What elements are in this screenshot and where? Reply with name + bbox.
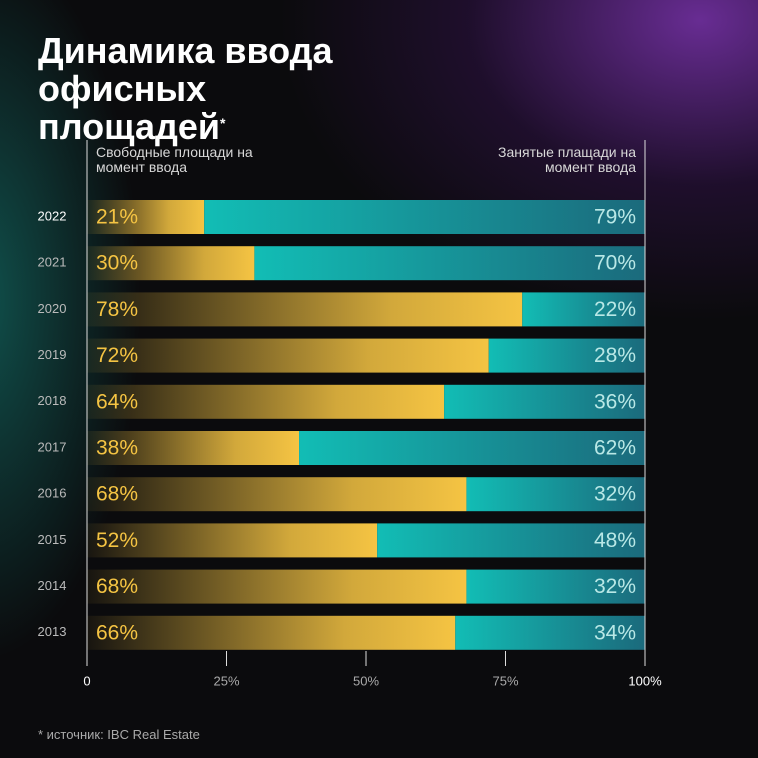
bar-segment (522, 292, 645, 327)
data-label: 48% (594, 529, 636, 552)
bar-segment (444, 384, 645, 419)
data-label: 72% (96, 344, 138, 367)
data-label: 66% (96, 621, 138, 644)
data-label: 22% (594, 298, 636, 321)
x-tick-label: 0 (83, 673, 90, 688)
data-label: 70% (594, 252, 636, 275)
bar-segment (87, 292, 523, 327)
x-tick-label: 100% (628, 673, 662, 688)
bar-segment (254, 246, 645, 281)
data-label: 68% (96, 483, 138, 506)
bar-segment (204, 200, 645, 234)
bar-segment (87, 569, 467, 604)
data-label: 21% (96, 206, 138, 229)
y-tick-label: 2017 (38, 439, 67, 454)
x-tick-label: 75% (492, 673, 518, 688)
data-label: 30% (96, 252, 138, 275)
bar-segment (87, 431, 300, 465)
bar-segment (377, 523, 645, 558)
bar-segment (87, 477, 467, 512)
bar-segment (87, 384, 445, 419)
title-mark: * (219, 115, 226, 131)
data-label: 32% (594, 483, 636, 506)
bar-segment (299, 431, 645, 465)
data-label: 78% (96, 298, 138, 321)
data-label: 52% (96, 529, 138, 552)
legend-entry: Свободные площади на момент ввода (96, 144, 253, 175)
data-label: 68% (96, 575, 138, 598)
y-tick-label: 2018 (38, 393, 67, 408)
y-tick-label: 2021 (38, 255, 67, 270)
legend-entry: Занятые плащади на момент ввода (498, 144, 636, 175)
bar-segment (455, 615, 645, 650)
bar-segment (87, 246, 255, 281)
bar-segment (87, 338, 489, 373)
data-label: 32% (594, 575, 636, 598)
y-tick-label: 2016 (38, 486, 67, 501)
title-text: Динамика ввода офисных площадей (38, 30, 333, 147)
bar-segment (466, 569, 645, 604)
x-tick-label: 25% (213, 673, 239, 688)
data-label: 34% (594, 621, 636, 644)
y-tick-label: 2020 (38, 301, 67, 316)
y-tick-label: 2019 (38, 347, 67, 362)
bar-segment (488, 338, 645, 373)
bar-segment (87, 615, 456, 650)
bar-segment (87, 200, 205, 234)
y-tick-label: 2022 (38, 208, 67, 223)
data-label: 79% (594, 206, 636, 229)
data-label: 38% (96, 437, 138, 460)
bar-segment (87, 523, 378, 558)
data-label: 62% (594, 437, 636, 460)
data-label: 36% (594, 390, 636, 413)
y-tick-label: 2015 (38, 532, 67, 547)
data-label: 28% (594, 344, 636, 367)
footnote: * источник: IBC Real Estate (38, 727, 200, 742)
bar-segment (466, 477, 645, 512)
data-label: 64% (96, 390, 138, 413)
y-tick-label: 2013 (38, 624, 67, 639)
y-tick-label: 2014 (38, 578, 67, 593)
x-tick-label: 50% (353, 673, 379, 688)
chart-title: Динамика ввода офисных площадей* (38, 32, 398, 146)
